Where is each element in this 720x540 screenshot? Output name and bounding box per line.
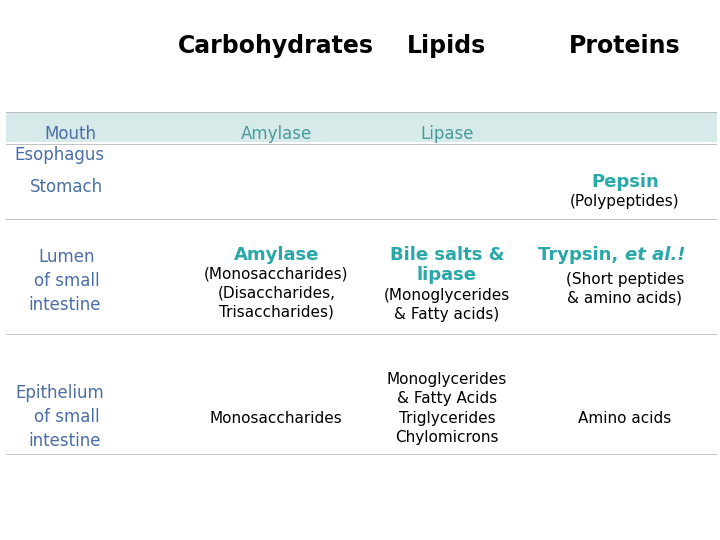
Text: Pepsin: Pepsin (591, 173, 659, 191)
Text: Amylase: Amylase (233, 246, 319, 264)
Text: of small: of small (34, 272, 99, 289)
Text: Amylase: Amylase (240, 125, 312, 143)
Text: (Short peptides: (Short peptides (566, 272, 684, 287)
Text: Lipids: Lipids (408, 33, 487, 58)
Text: intestine: intestine (28, 296, 101, 314)
Text: Epithelium: Epithelium (15, 384, 104, 402)
Text: Lumen: Lumen (38, 248, 95, 266)
Text: (Polypeptides): (Polypeptides) (570, 194, 680, 209)
Text: (Monoglycerides: (Monoglycerides (384, 288, 510, 303)
Text: & amino acids): & amino acids) (567, 291, 683, 305)
Text: lipase: lipase (417, 266, 477, 285)
FancyBboxPatch shape (6, 112, 717, 141)
Text: Stomach: Stomach (30, 178, 103, 196)
Text: Monoglycerides: Monoglycerides (387, 372, 507, 387)
Text: Trypsin,: Trypsin, (539, 246, 625, 264)
Text: Monosaccharides: Monosaccharides (210, 411, 343, 426)
Text: Proteins: Proteins (569, 33, 680, 58)
Text: Carbohydrates: Carbohydrates (179, 33, 374, 58)
Text: & Fatty acids): & Fatty acids) (395, 307, 500, 322)
Text: Chylomicrons: Chylomicrons (395, 430, 499, 445)
Text: Bile salts &: Bile salts & (390, 246, 504, 264)
Text: Mouth: Mouth (44, 125, 96, 143)
Text: Lipase: Lipase (420, 125, 474, 143)
Text: Triglycerides: Triglycerides (399, 411, 495, 426)
Text: of small: of small (34, 408, 99, 426)
Text: & Fatty Acids: & Fatty Acids (397, 391, 497, 406)
Text: Amino acids: Amino acids (578, 411, 671, 426)
Text: (Disaccharides,: (Disaccharides, (217, 286, 336, 300)
Text: et al.!: et al.! (625, 246, 685, 264)
Text: intestine: intestine (28, 432, 101, 450)
Text: Trisaccharides): Trisaccharides) (219, 304, 333, 319)
Text: Esophagus: Esophagus (14, 146, 104, 164)
Text: (Monosaccharides): (Monosaccharides) (204, 267, 348, 282)
